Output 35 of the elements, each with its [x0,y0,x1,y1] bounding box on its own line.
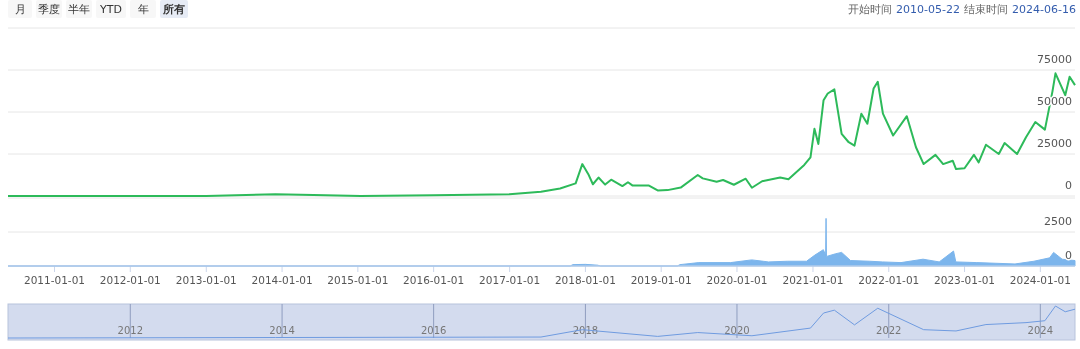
text: 开始时间 [848,3,892,16]
x-tick-label: 2024-01-01 [1009,274,1071,286]
x-tick-label: 2015-01-01 [327,274,389,286]
text: 季度 [38,3,60,16]
x-tick-label: 2014-01-01 [251,274,313,286]
x-tick-label: 2011-01-01 [23,274,86,286]
text: 半年 [68,3,90,16]
y-tick-label: 2500 [1044,215,1072,228]
y-tick-label: 0 [1065,249,1072,262]
x-tick-label: 2013-01-01 [175,274,237,286]
x-tick-label: 2012 [117,325,144,336]
x-tick-label: 2022-01-01 [858,274,920,286]
text: 2010-05-22 [896,3,960,16]
text: 2024-06-16 [1012,3,1076,16]
x-tick-label: 2022 [876,325,902,336]
x-tick-label: 2020-01-01 [706,274,768,286]
x-tick-label: 2024 [1027,325,1054,336]
x-tick-label: 2020 [724,325,750,336]
x-tick-label: 2016 [420,325,447,336]
text: 结束时间 [964,3,1008,16]
text: 年 [137,3,149,16]
x-tick-label: 2016-01-01 [403,274,465,286]
x-tick-label: 2019-01-01 [630,274,692,286]
x-tick-label: 2021-01-01 [782,274,844,286]
y-tick-label: 25000 [1037,137,1072,150]
x-tick-label: 2018-01-01 [554,274,616,286]
text: 所有 [162,3,185,16]
x-tick-label: 2017-01-01 [479,274,541,286]
y-tick-label: 0 [1065,179,1072,192]
y-tick-label: 75000 [1037,53,1072,66]
x-tick-label: 2012-01-01 [99,274,161,286]
x-tick-label: 2023-01-01 [934,274,996,286]
x-tick-label: 2014 [269,325,295,336]
text: YTD [99,3,122,16]
text: 月 [14,3,26,16]
